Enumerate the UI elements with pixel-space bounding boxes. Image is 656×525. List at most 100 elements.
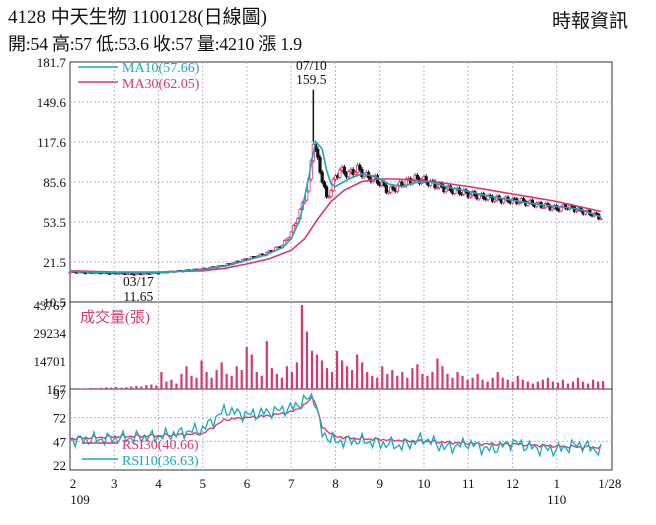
- volume-bar: [581, 381, 585, 389]
- volume-bar: [310, 350, 314, 389]
- volume-bar: [220, 362, 223, 389]
- candle-body: [594, 212, 599, 215]
- volume-bar: [386, 373, 389, 389]
- volume-bar: [270, 368, 273, 389]
- candle-body: [318, 156, 322, 173]
- volume-bar: [541, 379, 544, 389]
- volume-bar: [215, 370, 218, 389]
- candle-body: [530, 199, 534, 205]
- ma30-line: [69, 178, 602, 273]
- volume-bar: [456, 371, 459, 389]
- volume-bar: [391, 370, 394, 389]
- brand-label: 時報資訊: [551, 11, 628, 32]
- volume-bar: [315, 354, 319, 389]
- volume-bar: [160, 371, 163, 389]
- candle-body: [457, 187, 461, 195]
- volume-bar: [466, 379, 469, 389]
- candle-body: [384, 185, 388, 193]
- volume-bar: [571, 381, 575, 389]
- candle-body: [320, 171, 324, 183]
- volume-bar: [295, 362, 299, 389]
- volume-bar: [601, 381, 605, 389]
- volume-bar: [536, 381, 539, 389]
- volume-y-tick: 43767: [34, 298, 67, 313]
- rsi30-legend-label: RSI30(40.66): [122, 438, 199, 453]
- volume-bar: [230, 375, 233, 389]
- volume-bar: [436, 358, 439, 389]
- candle-body: [386, 191, 391, 194]
- candle-body: [287, 237, 291, 240]
- rsi-y-tick: 97: [53, 387, 67, 402]
- x-tick-label: 1: [553, 476, 560, 491]
- volume-bar: [185, 366, 188, 389]
- volume-bar: [591, 379, 595, 389]
- volume-bar: [320, 360, 324, 389]
- volume-bar: [481, 379, 484, 389]
- price-y-tick: 53.5: [43, 215, 66, 230]
- candle-body: [435, 187, 439, 189]
- x-tick-label: 6: [244, 476, 251, 491]
- volume-bar: [431, 371, 434, 389]
- candle-body: [391, 186, 395, 190]
- volume-bar: [125, 387, 128, 389]
- volume-bar: [170, 379, 173, 389]
- volume-bar: [496, 371, 499, 389]
- volume-bar: [150, 384, 153, 389]
- volume-bar: [100, 387, 103, 389]
- candle-body: [389, 186, 393, 193]
- x-tick-label: 9: [376, 476, 383, 491]
- candle-body: [415, 174, 419, 180]
- volume-bar: [406, 377, 409, 389]
- volume-bar: [90, 387, 93, 389]
- volume-bar: [351, 370, 354, 389]
- candle-body: [351, 169, 355, 175]
- volume-bar: [300, 305, 304, 389]
- x-tick-label: 12: [506, 476, 519, 491]
- volume-bar: [421, 373, 424, 389]
- candle-body: [329, 190, 333, 198]
- volume-bar: [366, 371, 369, 389]
- x-tick-label: 11: [462, 476, 475, 491]
- volume-bar: [335, 350, 339, 389]
- volume-bar: [130, 386, 133, 389]
- volume-bar: [260, 375, 263, 389]
- peak-date-label: 07/10: [296, 58, 327, 73]
- volume-bar: [511, 381, 514, 389]
- volume-bar: [105, 387, 108, 389]
- volume-bar: [115, 387, 118, 389]
- volume-bar: [491, 377, 494, 389]
- candle-body: [493, 199, 497, 202]
- x-tick-label: 1/28: [598, 476, 621, 491]
- ma10-line: [69, 139, 602, 274]
- candle-body: [327, 196, 331, 199]
- ma30-legend-label: MA30(62.05): [122, 77, 200, 92]
- x-year-label: 110: [547, 492, 566, 507]
- volume-bar: [426, 375, 429, 389]
- volume-bar: [225, 373, 228, 389]
- volume-bar: [396, 375, 399, 389]
- x-tick-label: 10: [417, 476, 430, 491]
- volume-y-tick: 14701: [34, 354, 67, 369]
- volume-bar: [411, 368, 414, 389]
- chart-title: 4128 中天生物 1100128(日線圖): [8, 7, 267, 28]
- candle-body: [482, 193, 486, 200]
- candle-body: [342, 166, 346, 174]
- volume-bar: [245, 346, 248, 389]
- candle-body: [358, 164, 362, 170]
- volume-bar: [566, 383, 570, 389]
- volume-bar: [416, 364, 419, 389]
- volume-bar: [175, 383, 178, 389]
- candle-body: [517, 202, 521, 205]
- candle-body: [347, 171, 351, 178]
- price-y-tick: 149.6: [37, 95, 67, 110]
- x-tick-label: 8: [332, 476, 339, 491]
- plot-frame: [69, 61, 613, 471]
- volume-bar: [155, 385, 158, 389]
- price-y-tick: 21.5: [43, 255, 66, 270]
- volume-bar: [401, 371, 404, 389]
- x-year-label: 109: [70, 492, 90, 507]
- volume-bar: [265, 341, 268, 389]
- volume-bar: [471, 377, 474, 389]
- volume-bar: [361, 362, 364, 389]
- candle-body: [360, 169, 364, 178]
